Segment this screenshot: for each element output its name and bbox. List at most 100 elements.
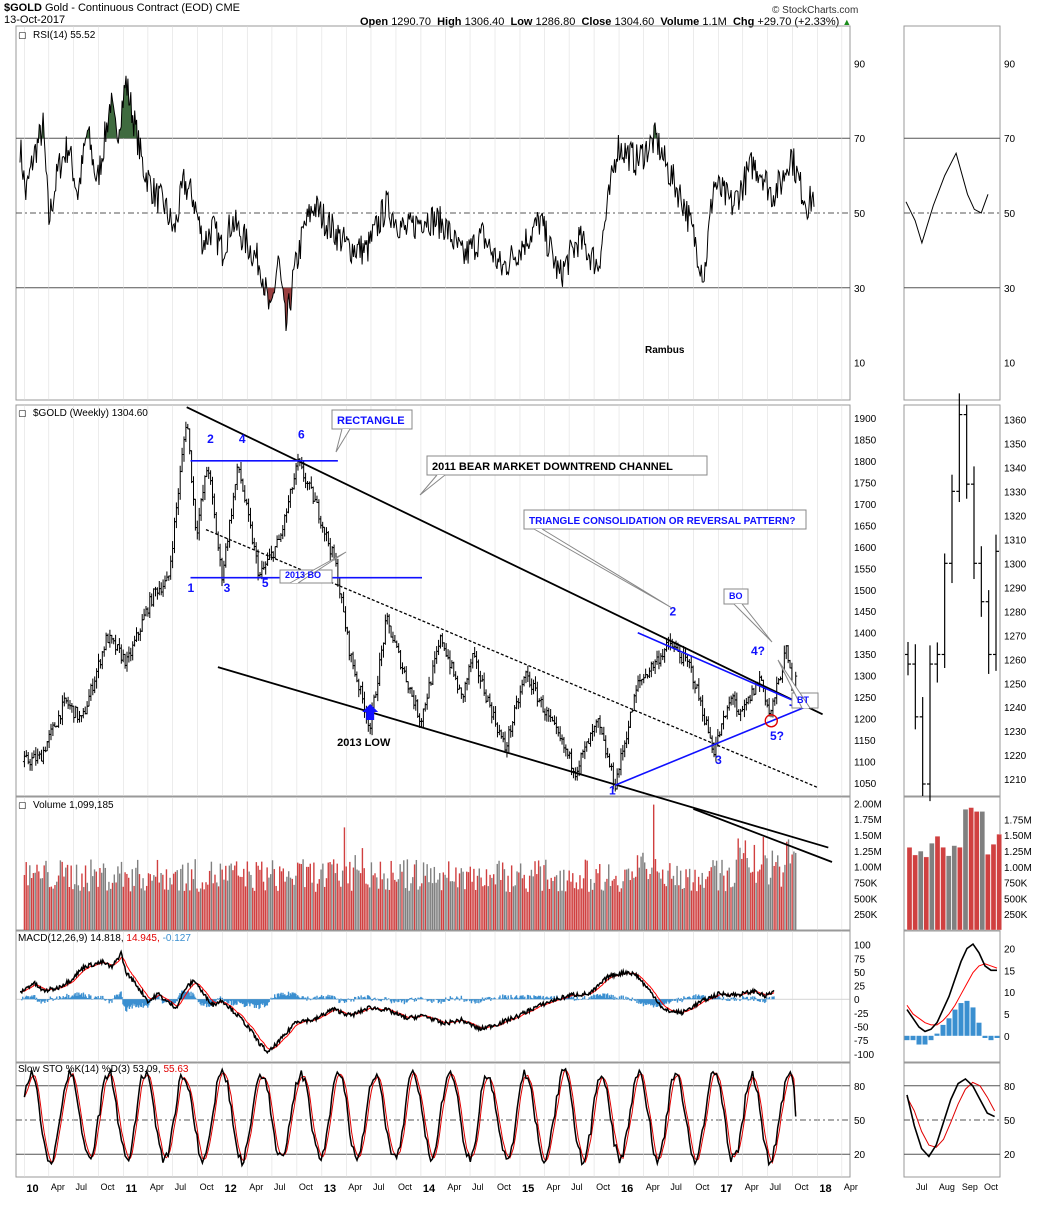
volume-bar xyxy=(320,869,322,930)
volume-bar xyxy=(115,882,117,930)
volume-bar xyxy=(271,860,274,930)
price-tick-label: 1400 xyxy=(854,629,877,640)
volume-bar xyxy=(491,877,493,930)
volume-bar xyxy=(189,890,191,930)
rect-label-6: 6 xyxy=(298,428,305,442)
volume-bar xyxy=(428,882,430,930)
volume-bar xyxy=(169,877,171,930)
low-value: 1286.80 xyxy=(535,16,576,28)
volume-bar xyxy=(739,847,741,930)
volume-bar xyxy=(48,887,51,930)
volume-bar xyxy=(570,881,572,930)
volume-bar xyxy=(66,864,69,930)
volume-bar xyxy=(509,891,511,930)
volume-bar xyxy=(259,869,261,930)
volume-bar xyxy=(755,882,757,930)
volume-bar xyxy=(261,861,263,930)
price-tick-label: 1100 xyxy=(854,758,876,769)
volume-bar xyxy=(36,864,38,930)
volume-bar xyxy=(471,881,473,930)
volume-bar xyxy=(25,862,27,930)
high-value: 1306.40 xyxy=(464,16,505,28)
volume-value: 1.1M xyxy=(702,16,727,28)
volume-bar xyxy=(694,869,696,930)
volume-bar xyxy=(647,879,649,930)
volume-bar xyxy=(127,877,130,930)
price-collapse-icon: ▢ xyxy=(18,408,27,418)
zoom-macd-tick-label: 10 xyxy=(1004,988,1016,999)
volume-bar xyxy=(753,844,756,930)
zoom-volume-bar xyxy=(957,847,963,931)
volume-bar xyxy=(81,873,83,930)
volume-bar xyxy=(379,861,382,930)
volume-bar xyxy=(724,891,727,930)
volume-bar xyxy=(476,875,479,930)
volume-bar xyxy=(374,873,376,930)
zoom-macd-histogram-bar xyxy=(922,1035,928,1045)
volume-bar xyxy=(579,875,581,930)
volume-bar xyxy=(171,884,173,930)
volume-bar xyxy=(660,878,662,930)
volume-bar xyxy=(728,867,730,930)
x-tick-label: Jul xyxy=(76,1182,88,1192)
volume-bar xyxy=(368,887,371,930)
volume-bar xyxy=(61,861,63,930)
volume-bar xyxy=(656,871,658,930)
rect-label-2: 2 xyxy=(207,432,214,446)
zoom-volume-bar xyxy=(906,847,913,931)
high-label: High xyxy=(437,16,462,28)
price-tick-label: 1050 xyxy=(854,779,877,790)
volume-bar xyxy=(577,889,579,930)
zoom-macd-histogram-bar xyxy=(994,1035,1000,1038)
volume-bar xyxy=(111,882,114,930)
volume-bar xyxy=(203,889,205,930)
volume-bar xyxy=(555,875,558,930)
volume-bar xyxy=(440,890,443,930)
volume-bar xyxy=(349,861,351,930)
volume-bar xyxy=(451,881,454,930)
volume-bar xyxy=(244,886,247,930)
volume-bar xyxy=(376,877,378,930)
zoom-volume-bar xyxy=(946,855,952,931)
volume-bar xyxy=(313,862,315,930)
volume-bar xyxy=(239,876,241,930)
volume-bar xyxy=(654,859,657,930)
volume-bar xyxy=(631,871,633,930)
zoom-volume-tick-label: 750K xyxy=(1004,879,1028,890)
volume-bar xyxy=(354,855,356,930)
volume-bar xyxy=(661,869,664,930)
volume-bar xyxy=(480,877,482,930)
macd-tick-label: -100 xyxy=(854,1050,874,1061)
sto-k-value: 53.09, xyxy=(133,1064,164,1075)
volume-bar xyxy=(158,882,160,930)
volume-bar xyxy=(104,867,107,930)
volume-bar xyxy=(194,859,196,930)
volume-bar xyxy=(636,855,639,930)
volume-bar xyxy=(676,865,678,930)
volume-bar xyxy=(54,885,56,930)
volume-bar xyxy=(198,891,200,930)
zoom-price-tick-label: 1320 xyxy=(1004,511,1027,522)
volume-bar xyxy=(620,888,623,930)
zoom-price-tick-label: 1270 xyxy=(1004,631,1027,642)
rectangle-callout: RECTANGLE xyxy=(337,415,405,427)
sto-tick-label: 20 xyxy=(854,1150,866,1161)
volume-bar xyxy=(129,891,132,930)
volume-bar xyxy=(397,879,400,930)
price-tick-label: 1300 xyxy=(854,672,877,683)
volume-bar xyxy=(327,862,329,930)
volume-bar xyxy=(683,888,685,930)
macd-tick-label: 0 xyxy=(854,995,860,1006)
zoom-volume-bar xyxy=(962,809,969,931)
volume-bar xyxy=(110,888,112,930)
volume-bar xyxy=(791,854,793,930)
volume-bar xyxy=(282,868,285,930)
volume-bar xyxy=(74,884,76,930)
volume-bar xyxy=(340,886,342,930)
volume-bar xyxy=(730,887,732,930)
volume-bar xyxy=(153,875,155,930)
volume-bar xyxy=(518,872,520,930)
triangle-callout-box xyxy=(523,509,807,530)
volume-bar xyxy=(512,886,515,930)
triangle-bottom-line xyxy=(614,707,804,786)
